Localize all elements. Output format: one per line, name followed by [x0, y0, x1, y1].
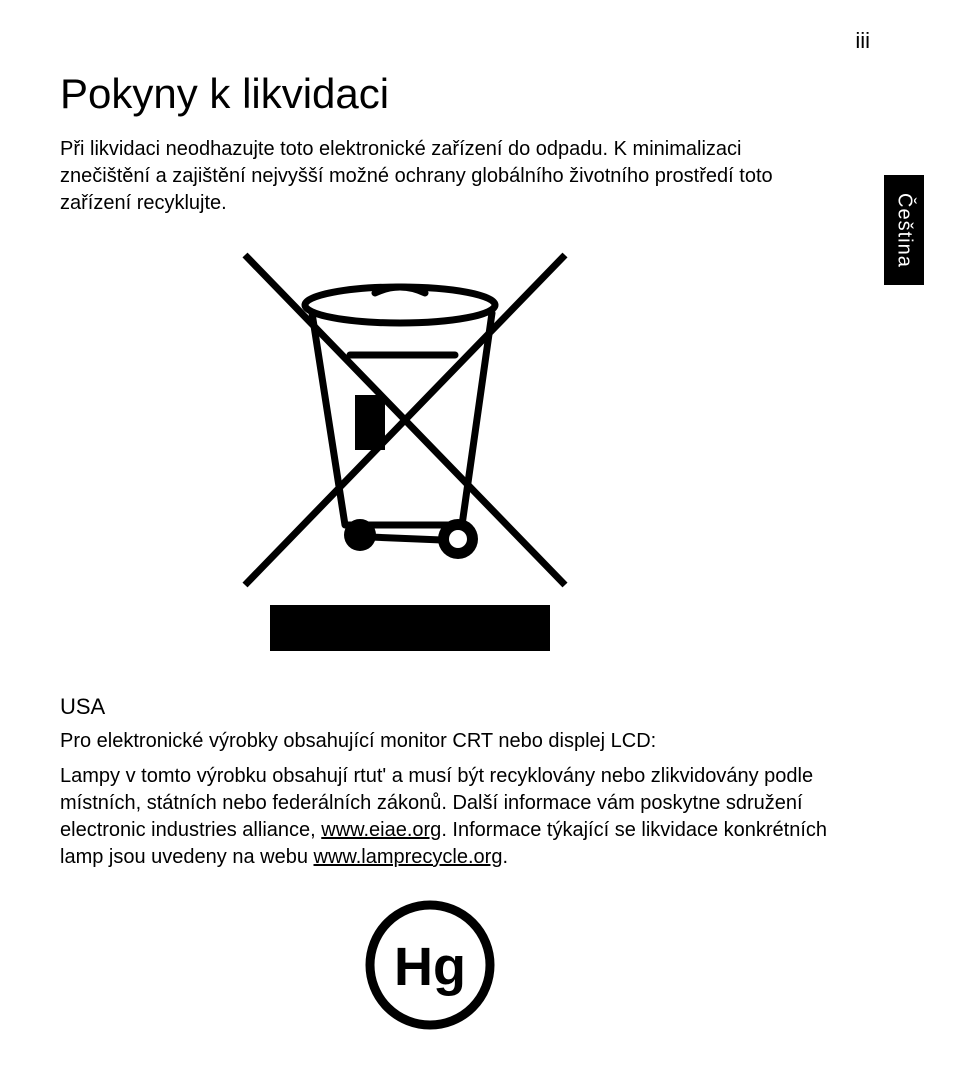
language-label: Čeština	[893, 193, 916, 268]
hg-symbol: Hg	[360, 895, 870, 1040]
intro-paragraph: Při likvidaci neodhazujte toto elektroni…	[60, 136, 820, 217]
eiae-link[interactable]: www.eiae.org	[321, 819, 441, 841]
weee-symbol	[200, 235, 620, 660]
usa-heading: USA	[60, 694, 870, 720]
usa-body: Lampy v tomto výrobku obsahují rtut' a m…	[60, 763, 870, 871]
document-page: iii Pokyny k likvidaci Při likvidaci neo…	[0, 0, 960, 1080]
usa-subheading: Pro elektronické výrobky obsahující moni…	[60, 730, 870, 753]
lamprecycle-link[interactable]: www.lamprecycle.org	[314, 846, 503, 868]
language-tab: Čeština	[884, 175, 924, 285]
hg-text: Hg	[394, 937, 466, 997]
page-heading: Pokyny k likvidaci	[60, 70, 870, 118]
usa-body-post: .	[502, 846, 508, 868]
page-number: iii	[855, 28, 870, 54]
